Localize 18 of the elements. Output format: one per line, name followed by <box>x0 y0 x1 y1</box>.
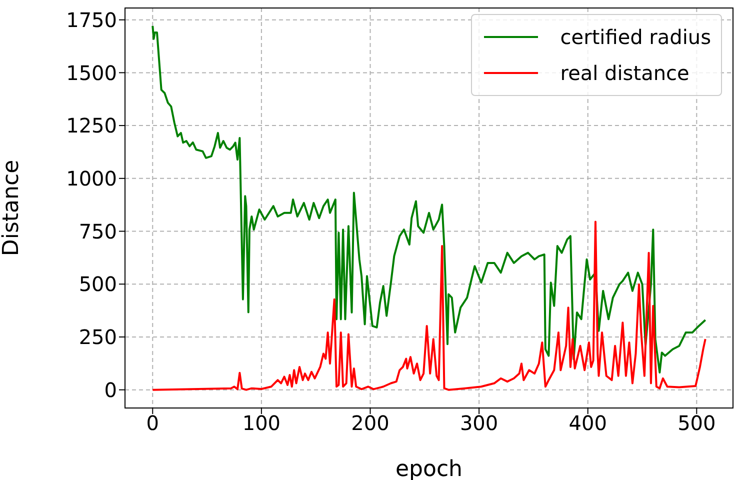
legend-label: real distance <box>560 61 690 85</box>
y-tick-label: 500 <box>78 272 117 296</box>
x-tick-label: 100 <box>242 411 281 436</box>
y-tick-label: 250 <box>78 325 117 350</box>
x-tick-label: 400 <box>568 411 607 436</box>
y-tick-label: 1250 <box>66 114 117 138</box>
x-tick-label: 300 <box>460 411 498 436</box>
line-series <box>152 220 706 391</box>
y-tick-label: 1500 <box>66 60 117 85</box>
y-tick-label: 750 <box>78 219 117 244</box>
y-axis-title: Distance <box>0 160 24 256</box>
y-tick-label: 0 <box>104 378 117 402</box>
y-tick-label: 1000 <box>66 166 117 190</box>
x-tick-label: 200 <box>351 411 390 436</box>
x-tick-label: 500 <box>678 411 716 436</box>
y-tick-label: 1750 <box>66 8 117 32</box>
x-tick-label: 0 <box>146 411 160 436</box>
legend-label: certified radius <box>560 25 711 49</box>
